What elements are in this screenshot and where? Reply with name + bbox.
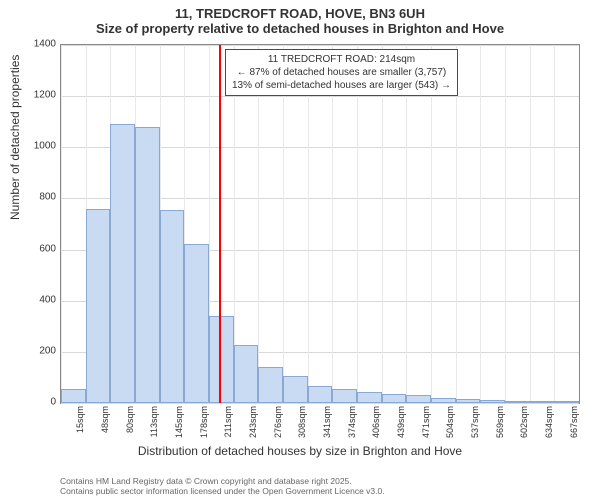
gridline-v xyxy=(61,45,62,403)
annotation-line: ← 87% of detached houses are smaller (3,… xyxy=(232,66,451,79)
x-tick: 602sqm xyxy=(519,406,529,446)
histogram-bar xyxy=(258,367,283,403)
histogram-bar xyxy=(382,394,407,403)
x-tick: 439sqm xyxy=(396,406,406,446)
y-tick: 400 xyxy=(16,294,56,305)
gridline-v xyxy=(332,45,333,403)
chart-title-line1: 11, TREDCROFT ROAD, HOVE, BN3 6UH xyxy=(0,0,600,21)
x-tick: 113sqm xyxy=(149,406,159,446)
histogram-bar xyxy=(160,210,185,403)
gridline-h xyxy=(61,403,579,404)
histogram-bar xyxy=(554,401,579,403)
gridline-v xyxy=(505,45,506,403)
x-axis-label: Distribution of detached houses by size … xyxy=(0,444,600,458)
histogram-bar xyxy=(332,389,357,403)
x-tick: 276sqm xyxy=(273,406,283,446)
x-tick: 667sqm xyxy=(569,406,579,446)
histogram-bar xyxy=(406,395,431,403)
marker-line xyxy=(219,45,221,403)
y-tick: 1400 xyxy=(16,39,56,50)
gridline-v xyxy=(357,45,358,403)
gridline-v xyxy=(456,45,457,403)
credits: Contains HM Land Registry data © Crown c… xyxy=(60,476,385,496)
histogram-bar xyxy=(308,386,333,403)
x-tick: 243sqm xyxy=(248,406,258,446)
y-tick: 800 xyxy=(16,192,56,203)
y-tick: 1200 xyxy=(16,90,56,101)
histogram-bar xyxy=(480,400,505,403)
y-tick: 200 xyxy=(16,345,56,356)
histogram-bar xyxy=(61,389,86,403)
gridline-v xyxy=(480,45,481,403)
histogram-bar xyxy=(209,316,234,403)
gridline-v xyxy=(308,45,309,403)
chart-container: 11, TREDCROFT ROAD, HOVE, BN3 6UH Size o… xyxy=(0,0,600,500)
gridline-v xyxy=(406,45,407,403)
x-tick: 471sqm xyxy=(421,406,431,446)
histogram-bar xyxy=(456,399,481,403)
annotation-line: 13% of semi-detached houses are larger (… xyxy=(232,79,451,92)
x-tick: 374sqm xyxy=(347,406,357,446)
y-tick: 0 xyxy=(16,397,56,408)
histogram-bar xyxy=(234,345,259,403)
histogram-bar xyxy=(184,244,209,403)
histogram-bar xyxy=(505,401,530,403)
annotation-box: 11 TREDCROFT ROAD: 214sqm← 87% of detach… xyxy=(225,49,458,96)
x-tick: 406sqm xyxy=(371,406,381,446)
histogram-bar xyxy=(357,392,382,404)
gridline-v xyxy=(431,45,432,403)
histogram-bar xyxy=(135,127,160,403)
x-tick: 211sqm xyxy=(223,406,233,446)
credit-line-1: Contains HM Land Registry data © Crown c… xyxy=(60,476,385,486)
x-tick: 15sqm xyxy=(75,406,85,446)
histogram-bar xyxy=(283,376,308,403)
x-tick: 48sqm xyxy=(100,406,110,446)
histogram-bar xyxy=(110,124,135,403)
x-tick: 569sqm xyxy=(495,406,505,446)
y-tick: 1000 xyxy=(16,141,56,152)
gridline-v xyxy=(283,45,284,403)
x-tick: 178sqm xyxy=(199,406,209,446)
x-tick: 634sqm xyxy=(544,406,554,446)
gridline-v xyxy=(530,45,531,403)
gridline-v xyxy=(554,45,555,403)
histogram-bar xyxy=(530,401,555,403)
x-tick: 80sqm xyxy=(125,406,135,446)
histogram-bar xyxy=(86,209,111,403)
plot-area: 11 TREDCROFT ROAD: 214sqm← 87% of detach… xyxy=(60,44,580,404)
gridline-h xyxy=(61,45,579,46)
credit-line-2: Contains public sector information licen… xyxy=(60,486,385,496)
chart-title-line2: Size of property relative to detached ho… xyxy=(0,21,600,40)
gridline-h xyxy=(61,96,579,97)
gridline-v xyxy=(258,45,259,403)
x-tick: 537sqm xyxy=(470,406,480,446)
x-tick: 341sqm xyxy=(322,406,332,446)
x-tick: 308sqm xyxy=(297,406,307,446)
gridline-v xyxy=(382,45,383,403)
y-tick: 600 xyxy=(16,243,56,254)
x-tick: 145sqm xyxy=(174,406,184,446)
histogram-bar xyxy=(431,398,456,403)
x-tick: 504sqm xyxy=(445,406,455,446)
annotation-line: 11 TREDCROFT ROAD: 214sqm xyxy=(232,53,451,66)
